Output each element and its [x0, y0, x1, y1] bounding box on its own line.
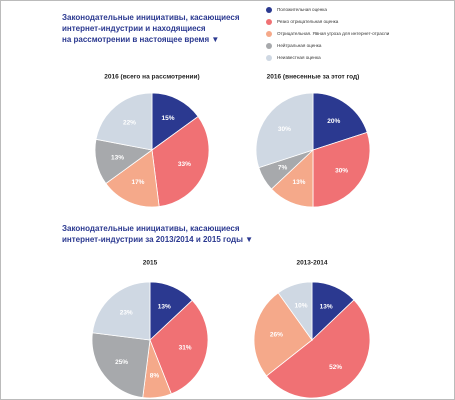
slice-label: 8% — [150, 372, 160, 379]
slice-label: 23% — [120, 310, 133, 317]
slice-label: 30% — [278, 126, 291, 133]
chart-title: 2013-2014 — [296, 260, 327, 267]
slice-label: 10% — [294, 302, 307, 309]
pie-slice — [151, 92, 199, 151]
slice-label: 15% — [162, 115, 175, 122]
pie-slice — [91, 332, 151, 398]
pie-slice — [277, 281, 313, 342]
pie-slice — [151, 115, 210, 207]
legend-label: Положительная оценка — [277, 7, 327, 12]
slice-label: 52% — [329, 364, 342, 371]
slice-label: 20% — [327, 118, 340, 125]
section-title: Законодательные инициативы, касающиеся — [62, 224, 240, 233]
chart-title: 2015 — [143, 260, 158, 267]
slice-label: 22% — [123, 119, 136, 126]
slice-label: 33% — [178, 161, 191, 168]
legend-dot — [266, 19, 272, 25]
section-title: на рассмотрении в настоящее время ▼ — [62, 35, 219, 44]
pie-slice — [312, 92, 368, 151]
legend-label: Нейтральная оценка — [277, 42, 322, 48]
pie-slice — [312, 131, 371, 208]
slice-label: 7% — [278, 165, 288, 172]
legend-dot — [266, 55, 272, 61]
pie-slice — [265, 299, 371, 399]
slice-label: 13% — [111, 154, 124, 161]
pie-slice — [255, 92, 314, 169]
legend-dot — [266, 43, 272, 49]
section-title: интернет-индустрии за 2013/2014 и 2015 г… — [62, 235, 253, 244]
chart-title: 2016 (всего на рассмотрении) — [104, 74, 199, 81]
pie-slice — [149, 299, 209, 395]
legend-label: Резко отрицательная оценка — [277, 19, 339, 24]
pie-slice — [95, 92, 153, 151]
slice-label: 17% — [131, 179, 144, 186]
chart-title: 2016 (внесенные за этот год) — [267, 74, 360, 81]
slice-label: 26% — [270, 332, 283, 339]
slice-label: 25% — [115, 359, 128, 366]
slice-label: 13% — [320, 304, 333, 311]
legend-label: Неизвестная оценка — [277, 55, 321, 60]
pie-slice — [105, 149, 160, 208]
pie-slice — [253, 292, 313, 377]
legend-dot — [266, 31, 272, 37]
slice-label: 13% — [158, 304, 171, 311]
pie-slice — [92, 281, 151, 341]
slice-label: 30% — [335, 167, 348, 174]
section-title: Законодательные инициативы, касающиеся — [62, 13, 240, 22]
section-title: интернет-индустрии и находящиеся — [62, 24, 206, 33]
legend-label: Отрицательная. Явная угроза для интернет… — [277, 31, 390, 36]
slice-label: 31% — [179, 345, 192, 352]
slice-label: 13% — [292, 179, 305, 186]
legend-dot — [266, 7, 272, 13]
